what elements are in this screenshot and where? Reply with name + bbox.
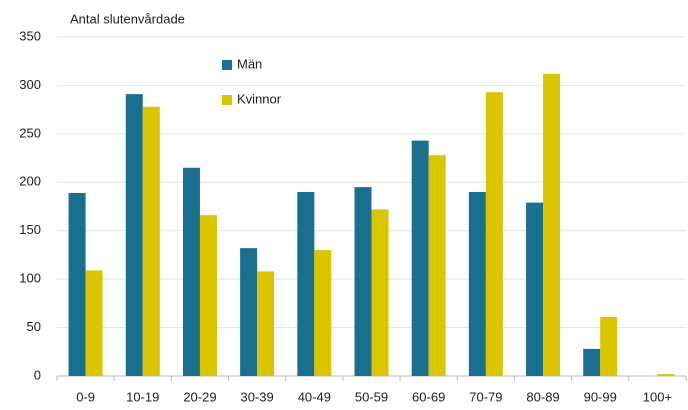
legend-swatch (222, 60, 232, 70)
x-tick-label: 10-19 (126, 389, 159, 404)
x-tick-label: 50-59 (355, 389, 388, 404)
bar (85, 270, 103, 376)
bar (68, 192, 86, 376)
chart-title: Antal slutenvårdade (70, 11, 185, 26)
bar (600, 316, 618, 376)
y-tick-label: 350 (19, 28, 41, 43)
bar (125, 94, 143, 376)
bar (526, 202, 544, 376)
x-tick-label: 0-9 (76, 389, 95, 404)
y-tick-label: 250 (19, 125, 41, 140)
bar (411, 140, 429, 376)
x-tick-label: 30-39 (241, 389, 274, 404)
bar (142, 106, 160, 376)
bar (182, 167, 200, 376)
x-tick-label: 60-69 (412, 389, 445, 404)
bar (583, 348, 601, 376)
y-tick-label: 0 (34, 367, 41, 382)
x-tick-label: 80-89 (526, 389, 559, 404)
bar (468, 191, 486, 376)
x-tick-label: 90-99 (584, 389, 617, 404)
bar (240, 248, 258, 376)
legend-swatch (222, 95, 232, 105)
y-tick-label: 150 (19, 222, 41, 237)
bar (297, 191, 315, 376)
bar (199, 215, 217, 376)
bar (485, 92, 503, 377)
bar (657, 374, 675, 376)
y-tick-label: 200 (19, 174, 41, 189)
bar (371, 209, 389, 376)
y-tick-label: 100 (19, 271, 41, 286)
x-tick-label: 70-79 (469, 389, 502, 404)
x-tick-label: 40-49 (298, 389, 331, 404)
y-tick-label: 50 (27, 319, 41, 334)
bar (354, 187, 372, 376)
y-tick-label: 300 (19, 77, 41, 92)
legend-label: Kvinnor (237, 91, 282, 106)
legend-label: Män (237, 56, 262, 71)
bar (257, 271, 275, 376)
bar (428, 155, 446, 376)
x-tick-label: 20-29 (183, 389, 216, 404)
bar (543, 73, 561, 376)
x-tick-label: 100+ (643, 389, 672, 404)
bar (314, 250, 332, 376)
